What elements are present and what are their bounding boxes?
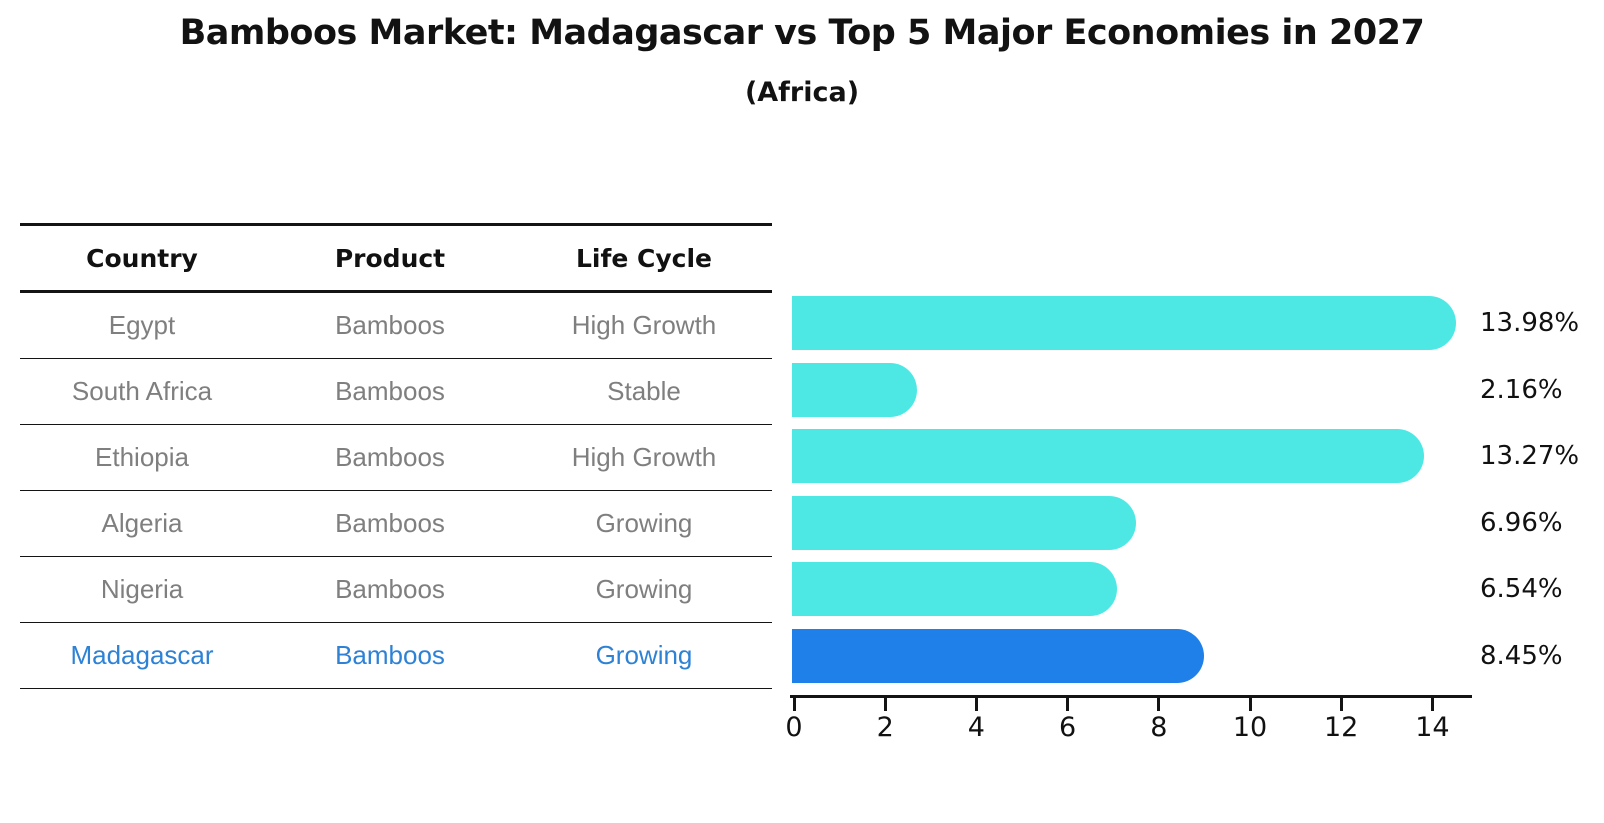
x-tick-label: 4	[967, 712, 985, 743]
table-row: Nigeria Bamboos Growing	[20, 557, 772, 623]
cell-lifecycle: Growing	[595, 508, 693, 538]
value-label: 2.16%	[1480, 374, 1563, 405]
cell-product: Bamboos	[335, 310, 445, 340]
cell-product: Bamboos	[335, 574, 445, 604]
table-row: Egypt Bamboos High Growth	[20, 293, 772, 359]
bar-row	[792, 490, 1502, 557]
cell-country: Algeria	[101, 508, 183, 538]
cell-country: Ethiopia	[95, 442, 189, 472]
table-row: Algeria Bamboos Growing	[20, 491, 772, 557]
value-label: 13.98%	[1480, 308, 1580, 339]
bar-row	[792, 623, 1502, 690]
cell-lifecycle: High Growth	[571, 310, 717, 340]
bar-ethiopia	[792, 429, 1425, 483]
cell-country: Madagascar	[70, 640, 214, 670]
bar-south-africa	[792, 362, 918, 417]
x-axis-line	[790, 695, 1472, 698]
x-tick	[1430, 698, 1434, 711]
page-title: Bamboos Market: Madagascar vs Top 5 Majo…	[179, 13, 1425, 53]
table-row: South Africa Bamboos Stable	[20, 359, 772, 425]
cell-country: Egypt	[108, 310, 176, 340]
cell-country: Nigeria	[100, 574, 184, 604]
country-table: Country Product Life Cycle Egypt Bamboos H…	[20, 223, 772, 689]
bar-egypt	[792, 296, 1457, 350]
cell-lifecycle: Growing	[595, 574, 693, 604]
x-tick	[1157, 698, 1161, 711]
bar-row	[792, 290, 1502, 357]
bar-row	[792, 357, 1502, 424]
cell-lifecycle: High Growth	[571, 442, 717, 472]
column-header-lifecycle: Life Cycle	[575, 243, 713, 273]
cell-lifecycle: Growing	[595, 640, 693, 670]
x-tick	[792, 698, 796, 711]
table-body: Egypt Bamboos High Growth South Africa Bambo…	[20, 293, 772, 689]
column-header-country: Country	[86, 243, 198, 273]
x-tick	[1066, 698, 1070, 711]
x-tick	[974, 698, 978, 711]
bar-algeria	[792, 495, 1137, 550]
bar-chart-area	[792, 290, 1502, 689]
value-label: 6.96%	[1480, 507, 1563, 538]
cell-product: Bamboos	[335, 508, 445, 538]
x-tick	[1339, 698, 1343, 711]
column-header-product: Product	[334, 243, 446, 273]
x-tick-label: 10	[1232, 712, 1268, 743]
bar-madagascar	[792, 628, 1205, 683]
x-tick-label: 12	[1324, 712, 1359, 743]
x-tick-label: 8	[1150, 712, 1168, 743]
x-tick	[1248, 698, 1252, 711]
value-labels: 13.98% 2.16% 13.27% 6.96% 6.54% 8.45%	[1480, 290, 1579, 689]
cell-product: Bamboos	[335, 640, 445, 670]
value-label: 8.45%	[1480, 640, 1563, 671]
table-row: Ethiopia Bamboos High Growth	[20, 425, 772, 491]
table-header-row: Country Product Life Cycle	[20, 226, 772, 293]
table-row: Madagascar Bamboos Growing	[20, 623, 772, 689]
page-subtitle: (Africa)	[744, 77, 860, 108]
x-tick-label: 2	[876, 712, 894, 743]
value-label: 13.27%	[1480, 441, 1580, 472]
x-tick-label: 0	[785, 712, 803, 743]
bar-row	[792, 556, 1502, 623]
x-tick	[883, 698, 887, 711]
cell-product: Bamboos	[335, 376, 445, 406]
x-tick-label: 6	[1059, 712, 1077, 743]
cell-country: South Africa	[71, 376, 213, 406]
value-label: 6.54%	[1480, 574, 1563, 605]
cell-lifecycle: Stable	[607, 376, 681, 406]
cell-product: Bamboos	[335, 442, 445, 472]
x-tick-label: 14	[1415, 712, 1450, 743]
bar-row	[792, 423, 1502, 490]
bar-nigeria	[792, 562, 1118, 616]
